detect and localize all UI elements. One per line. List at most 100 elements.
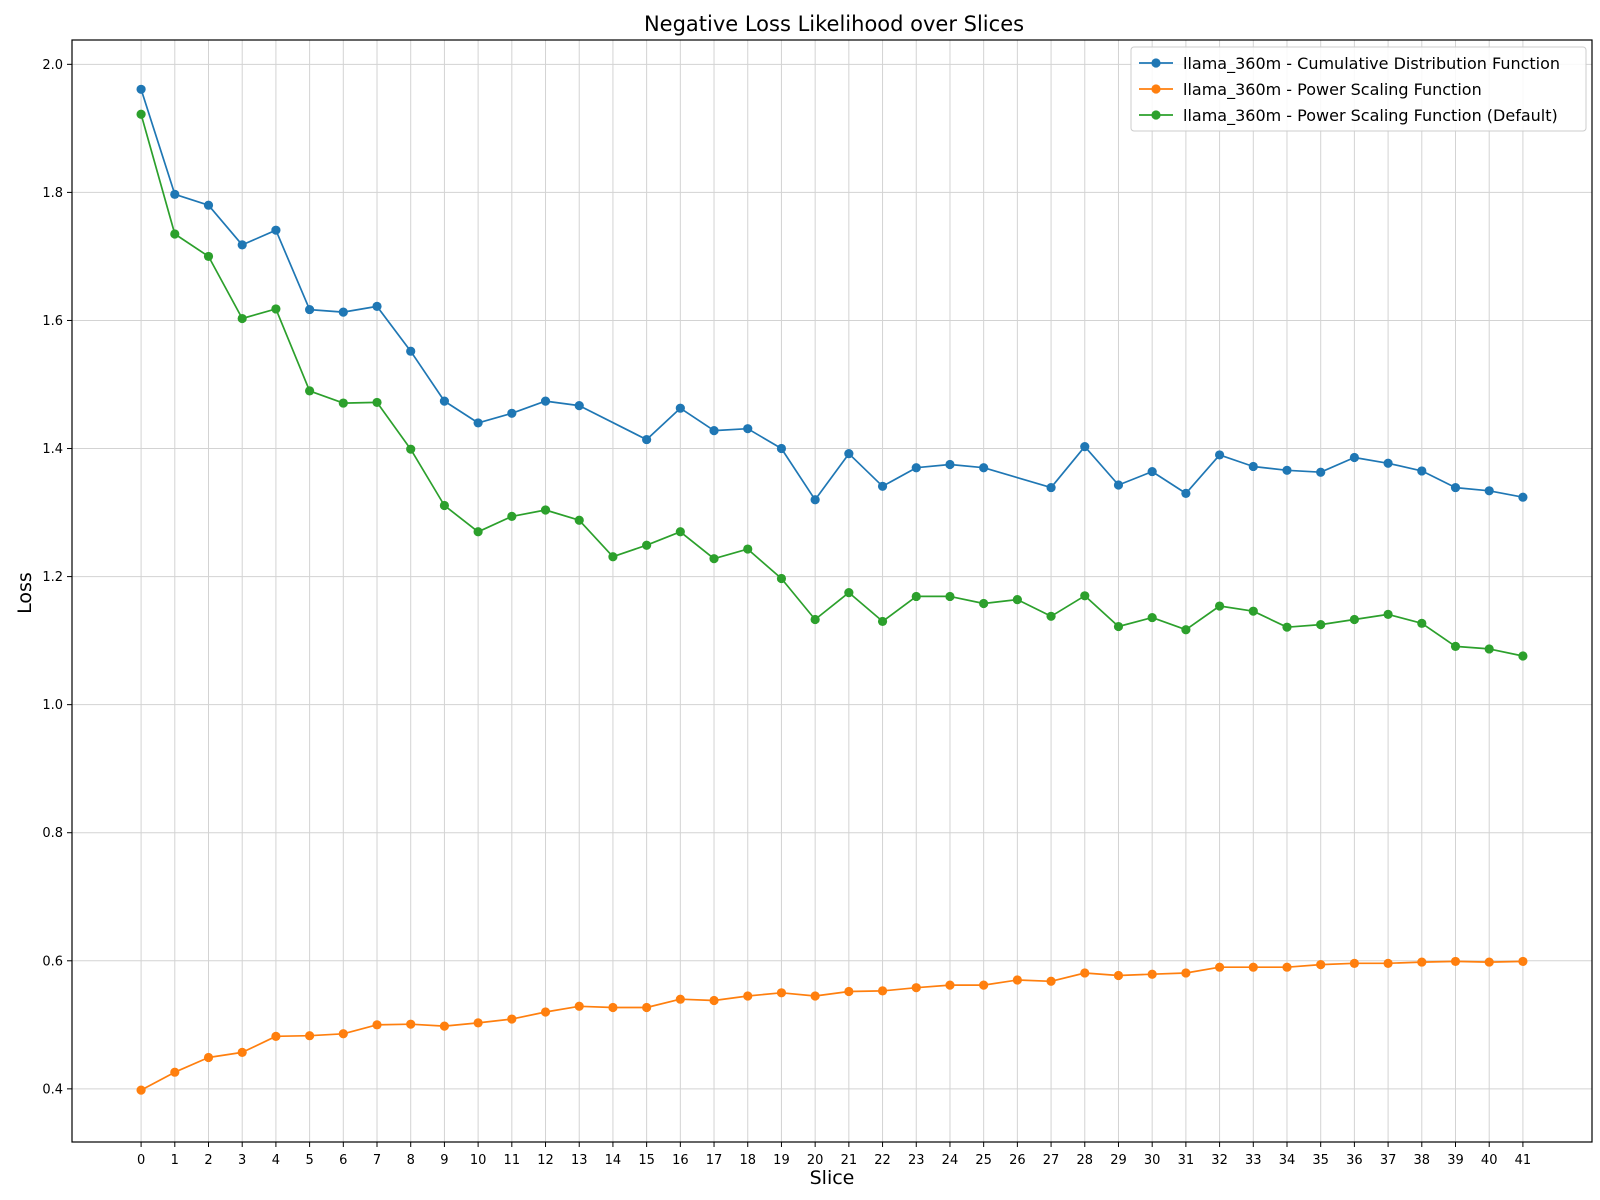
data-point (439, 396, 450, 406)
data-point (743, 424, 753, 434)
data-point (439, 500, 450, 511)
data-point (877, 481, 888, 491)
series-line (140, 114, 1524, 657)
data-point (1518, 651, 1528, 661)
x-tick-label: 29 (1110, 1153, 1127, 1168)
y-axis-label: Loss (14, 572, 36, 614)
data-point (1349, 958, 1359, 968)
x-tick-label: 33 (1245, 1153, 1262, 1168)
legend-swatch-marker (1151, 110, 1161, 120)
data-point (1316, 960, 1326, 970)
y-tick-label: 1.8 (42, 186, 63, 201)
x-tick-label: 31 (1178, 1153, 1195, 1168)
data-point (979, 463, 989, 473)
data-point (1012, 975, 1022, 985)
data-point (1012, 595, 1022, 605)
x-tick-label: 4 (272, 1153, 280, 1168)
data-point (1147, 466, 1157, 477)
data-point (1450, 482, 1461, 493)
data-point (709, 554, 719, 564)
data-point (203, 1052, 214, 1063)
data-point (1181, 488, 1191, 498)
series-line (140, 89, 1524, 501)
x-tick-label: 34 (1279, 1153, 1296, 1168)
y-tick-label: 1.4 (42, 442, 63, 457)
data-point (507, 408, 517, 418)
data-point (743, 544, 753, 554)
x-tick-label: 7 (373, 1153, 381, 1168)
data-point (642, 434, 652, 445)
x-tick-label: 26 (1009, 1153, 1026, 1168)
legend-swatch-marker (1151, 58, 1161, 68)
data-point (1080, 968, 1090, 978)
data-point (776, 443, 787, 454)
data-point (372, 1020, 382, 1030)
data-point (170, 229, 180, 239)
data-point (844, 588, 854, 598)
grid (72, 40, 1592, 1142)
data-point (1484, 486, 1494, 496)
data-point (203, 251, 214, 262)
data-point (338, 398, 348, 408)
data-point (810, 614, 820, 625)
y-tick-label: 2.0 (42, 58, 63, 73)
data-point (203, 200, 214, 210)
data-point (1518, 492, 1528, 502)
x-tick-label: 40 (1481, 1153, 1498, 1168)
data-point (1282, 962, 1292, 972)
data-point (1214, 962, 1225, 972)
data-point (945, 591, 955, 602)
x-tick-label: 37 (1380, 1153, 1397, 1168)
data-point (776, 988, 787, 998)
data-point (1484, 957, 1494, 967)
data-point (1383, 958, 1393, 968)
data-point (877, 616, 888, 627)
x-tick-label: 15 (638, 1153, 655, 1168)
x-tick-label: 20 (807, 1153, 824, 1168)
x-tick-label: 25 (975, 1153, 992, 1168)
x-tick-label: 19 (773, 1153, 790, 1168)
data-point (1417, 957, 1427, 967)
y-axis-ticks: 0.4 0.6 0.8 1.0 1.2 1.4 1.6 1.8 2.0 (42, 58, 72, 1097)
data-point (877, 986, 888, 996)
data-point (507, 1014, 517, 1024)
data-point (979, 980, 989, 990)
data-point (372, 301, 382, 311)
series-line (140, 960, 1523, 1091)
data-point (338, 307, 348, 317)
series-layer (136, 84, 1528, 1095)
x-tick-label: 9 (440, 1153, 448, 1168)
data-point (945, 980, 955, 990)
data-point (1484, 644, 1494, 654)
data-point (675, 994, 685, 1004)
y-tick-label: 1.2 (42, 570, 63, 585)
data-point (1450, 956, 1461, 967)
data-point (1316, 467, 1326, 477)
data-point (406, 444, 416, 454)
data-point (1383, 458, 1393, 468)
data-point (439, 1021, 450, 1031)
data-point (338, 1029, 348, 1039)
x-tick-label: 3 (238, 1153, 246, 1168)
y-tick-label: 1.6 (42, 314, 63, 329)
data-point (237, 1047, 247, 1057)
x-tick-label: 0 (137, 1153, 145, 1168)
x-tick-label: 22 (874, 1153, 891, 1168)
data-point (675, 527, 685, 537)
y-tick-label: 1.0 (42, 698, 63, 713)
data-point (1214, 601, 1225, 611)
data-point (1080, 591, 1090, 601)
data-point (675, 403, 685, 413)
data-point (540, 396, 551, 406)
data-point (1248, 962, 1258, 972)
data-point (945, 459, 955, 470)
data-point (810, 495, 820, 505)
data-point (1282, 465, 1292, 475)
data-point (473, 418, 483, 428)
data-point (406, 346, 416, 356)
x-axis-label: Slice (810, 1167, 855, 1189)
x-tick-label: 5 (305, 1153, 313, 1168)
data-point (844, 449, 854, 459)
data-point (473, 1018, 483, 1028)
